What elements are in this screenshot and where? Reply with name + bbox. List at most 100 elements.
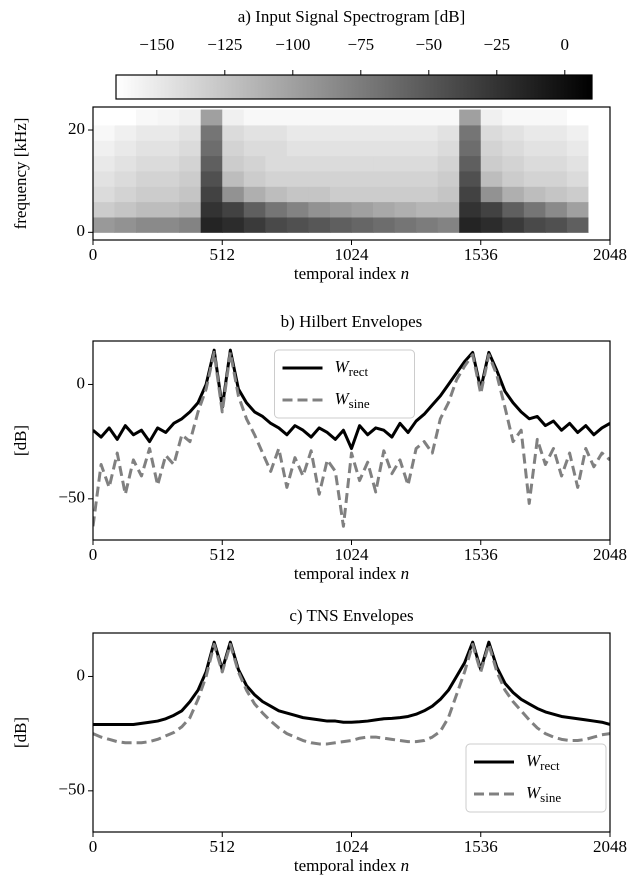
heatmap-cell bbox=[243, 155, 266, 172]
heatmap-cell bbox=[416, 201, 439, 218]
y-tick-label: 0 bbox=[77, 373, 86, 392]
heatmap-cell bbox=[265, 109, 288, 126]
heatmap-cell bbox=[114, 140, 137, 157]
heatmap-cell bbox=[286, 124, 309, 141]
heatmap-cell bbox=[286, 201, 309, 218]
heatmap-cell bbox=[243, 124, 266, 141]
heatmap-cell bbox=[588, 140, 611, 157]
heatmap-cell bbox=[502, 109, 525, 126]
heatmap-cell bbox=[265, 140, 288, 157]
heatmap-cell bbox=[566, 170, 589, 187]
heatmap-cell bbox=[437, 109, 460, 126]
heatmap-cell bbox=[222, 186, 245, 203]
heatmap-cell bbox=[373, 109, 396, 126]
heatmap-cell bbox=[566, 109, 589, 126]
heatmap-cell bbox=[114, 109, 137, 126]
colorbar-tick-label: −100 bbox=[275, 35, 310, 54]
heatmap-cell bbox=[157, 140, 180, 157]
axes-frame bbox=[92, 632, 611, 833]
heatmap-cell bbox=[523, 109, 546, 126]
heatmap-cell bbox=[136, 216, 159, 233]
heatmap-cell bbox=[502, 186, 525, 203]
heatmap-cell bbox=[394, 216, 417, 233]
heatmap-cell bbox=[545, 155, 568, 172]
y-tick-label: 20 bbox=[68, 119, 85, 138]
heatmap-cell bbox=[459, 201, 482, 218]
heatmap-cell bbox=[416, 216, 439, 233]
legend-label: Wsine bbox=[335, 389, 370, 411]
heatmap-cell bbox=[351, 124, 374, 141]
heatmap-cell bbox=[523, 124, 546, 141]
colorbar-tick-label: −125 bbox=[207, 35, 242, 54]
heatmap-cell bbox=[566, 201, 589, 218]
heatmap-cell bbox=[329, 124, 352, 141]
heatmap-cell bbox=[265, 170, 288, 187]
heatmap-cell bbox=[286, 170, 309, 187]
heatmap-cell bbox=[179, 201, 202, 218]
heatmap-cell bbox=[265, 186, 288, 203]
x-tick-label: 2048 bbox=[593, 545, 627, 564]
heatmap-cell bbox=[222, 155, 245, 172]
heatmap-cell bbox=[480, 186, 503, 203]
heatmap-cell bbox=[222, 201, 245, 218]
x-tick-label: 1536 bbox=[464, 545, 498, 564]
heatmap-cell bbox=[243, 170, 266, 187]
heatmap-cell bbox=[437, 216, 460, 233]
heatmap-cell bbox=[437, 140, 460, 157]
heatmap-cell bbox=[351, 155, 374, 172]
heatmap-cell bbox=[373, 201, 396, 218]
heatmap-cell bbox=[286, 109, 309, 126]
line-series bbox=[93, 642, 610, 746]
heatmap-cell bbox=[480, 155, 503, 172]
heatmap-cell bbox=[566, 216, 589, 233]
heatmap-cell bbox=[437, 155, 460, 172]
heatmap-cell bbox=[588, 109, 611, 126]
heatmap-cell bbox=[416, 170, 439, 187]
legend-label: Wrect bbox=[526, 751, 560, 773]
heatmap-cell bbox=[157, 109, 180, 126]
heatmap-cell bbox=[459, 155, 482, 172]
heatmap-cell bbox=[286, 216, 309, 233]
legend-label: Wrect bbox=[335, 357, 369, 379]
heatmap-cell bbox=[114, 201, 137, 218]
heatmap-cell bbox=[179, 170, 202, 187]
x-tick-label: 512 bbox=[210, 245, 236, 264]
heatmap-cell bbox=[200, 186, 223, 203]
heatmap-cell bbox=[437, 124, 460, 141]
heatmap-cell bbox=[416, 140, 439, 157]
heatmap-cell bbox=[157, 186, 180, 203]
heatmap-cell bbox=[114, 124, 137, 141]
y-tick-label: 0 bbox=[77, 665, 86, 684]
heatmap-cell bbox=[286, 155, 309, 172]
heatmap-cell bbox=[480, 109, 503, 126]
heatmap-cell bbox=[373, 216, 396, 233]
heatmap-cell bbox=[200, 216, 223, 233]
heatmap-cell bbox=[136, 155, 159, 172]
y-tick-label: 0 bbox=[77, 221, 86, 240]
heatmap-cell bbox=[480, 170, 503, 187]
heatmap-cell bbox=[480, 201, 503, 218]
heatmap-cell bbox=[459, 140, 482, 157]
heatmap-cell bbox=[200, 155, 223, 172]
heatmap-cell bbox=[243, 216, 266, 233]
x-tick-label: 512 bbox=[210, 837, 236, 856]
heatmap-cell bbox=[93, 216, 116, 233]
heatmap-cell bbox=[545, 170, 568, 187]
line-series bbox=[93, 640, 610, 726]
x-tick-label: 1536 bbox=[464, 837, 498, 856]
x-tick-label: 512 bbox=[210, 545, 236, 564]
heatmap-cell bbox=[373, 155, 396, 172]
heatmap-cell bbox=[480, 124, 503, 141]
x-tick-label: 1024 bbox=[335, 245, 370, 264]
heatmap-cell bbox=[394, 201, 417, 218]
x-tick-label: 2048 bbox=[593, 837, 627, 856]
heatmap-cell bbox=[373, 124, 396, 141]
heatmap-cell bbox=[545, 124, 568, 141]
heatmap-cell bbox=[136, 186, 159, 203]
heatmap-cell bbox=[136, 109, 159, 126]
heatmap-cell bbox=[114, 170, 137, 187]
heatmap-cell bbox=[394, 124, 417, 141]
legend-label: Wsine bbox=[526, 783, 561, 805]
heatmap-cell bbox=[394, 140, 417, 157]
heatmap-cell bbox=[373, 170, 396, 187]
